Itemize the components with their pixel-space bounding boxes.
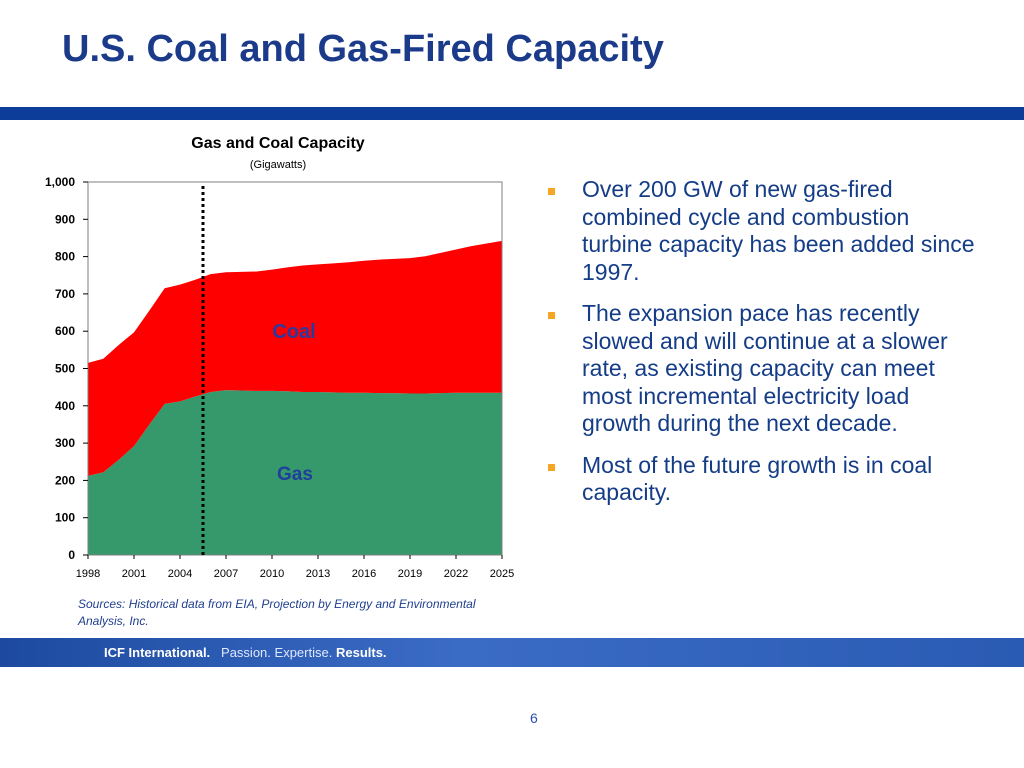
company-name: ICF International. xyxy=(104,645,211,660)
x-tick-label: 2013 xyxy=(306,568,330,580)
tagline-results: Results. xyxy=(335,645,387,660)
series-area-gas xyxy=(88,390,502,555)
x-tick-label: 2001 xyxy=(122,568,146,580)
x-tick-label: 2019 xyxy=(398,568,422,580)
y-tick-label: 0 xyxy=(68,548,75,562)
bullet-item: Most of the future growth is in coal cap… xyxy=(548,452,978,507)
y-tick-label: 400 xyxy=(55,399,75,413)
series-area-coal xyxy=(88,240,502,476)
title-bar xyxy=(0,107,1024,120)
y-tick-label: 1,000 xyxy=(45,175,75,189)
plot-area: 0 100 200 300 400 500 600 700 800 900 1,000 1998 200… xyxy=(45,175,514,580)
bullet-item: The expansion pace has recently slowed a… xyxy=(548,300,978,438)
x-tick-label: 2016 xyxy=(352,568,376,580)
footer-branding: ICF International. Passion. Expertise. R… xyxy=(104,645,387,660)
chart-subtitle: (Gigawatts) xyxy=(250,159,306,171)
square-bullet-icon xyxy=(548,463,555,471)
y-tick-label: 700 xyxy=(55,287,75,301)
x-tick-label: 2010 xyxy=(260,568,284,580)
y-tick-label: 800 xyxy=(55,250,75,264)
chart-container: Gas and Coal Capacity (Gigawatts) 0 100 20… xyxy=(0,120,540,600)
x-tick-label: 2007 xyxy=(214,568,238,580)
y-tick-label: 500 xyxy=(55,362,75,376)
chart-title: Gas and Coal Capacity xyxy=(191,135,364,152)
y-tick-label: 300 xyxy=(55,436,75,450)
y-tick-label: 200 xyxy=(55,473,75,487)
capacity-chart: Gas and Coal Capacity (Gigawatts) 0 100 20… xyxy=(45,135,514,580)
tagline-passion: Passion. xyxy=(221,645,271,660)
y-tick-label: 600 xyxy=(55,324,75,338)
bullet-text: Over 200 GW of new gas-fired combined cy… xyxy=(582,176,975,285)
x-tick-label: 2004 xyxy=(168,568,192,580)
footer-bar xyxy=(0,638,1024,667)
x-tick-label: 2022 xyxy=(444,568,468,580)
square-bullet-icon xyxy=(548,188,555,195)
x-tick-label: 1998 xyxy=(76,568,100,580)
source-note: Sources: Historical data from EIA, Proje… xyxy=(78,597,476,628)
page-number: 6 xyxy=(530,710,538,726)
square-bullet-icon xyxy=(548,312,555,319)
tagline-expertise: Expertise. xyxy=(274,645,333,660)
bullet-text: Most of the future growth is in coal cap… xyxy=(582,451,933,506)
bullet-list: Over 200 GW of new gas-fired combined cy… xyxy=(548,176,978,521)
y-tick-label: 100 xyxy=(55,511,75,525)
annotation-gas: Gas xyxy=(277,464,313,485)
bullet-text: The expansion pace has recently slowed a… xyxy=(582,300,948,436)
slide-title: U.S. Coal and Gas-Fired Capacity xyxy=(62,28,664,70)
y-tick-label: 900 xyxy=(55,212,75,226)
x-tick-label: 2025 xyxy=(490,568,514,580)
annotation-coal: Coal xyxy=(272,321,315,343)
bullet-item: Over 200 GW of new gas-fired combined cy… xyxy=(548,176,978,286)
